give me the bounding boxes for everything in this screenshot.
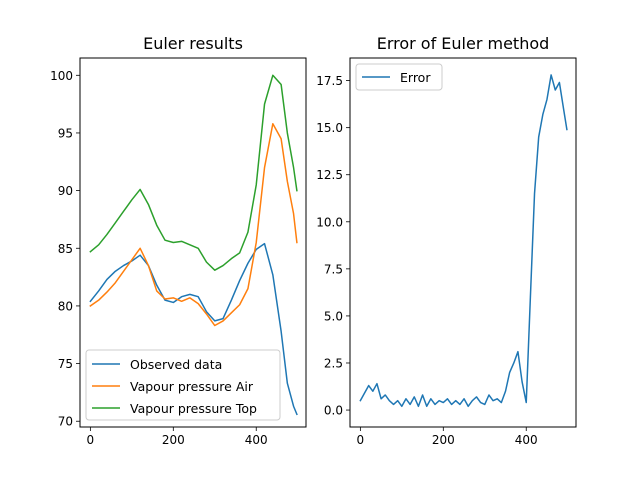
x-tick-label-1: 200: [432, 433, 455, 447]
axes-group: 0 200 400 0.0 2.5 5.0 7.5 10.0 12.5 15.0 17.5: [316, 74, 537, 447]
y-tick-label-4: 10.0: [316, 215, 343, 229]
x-tick-label-2: 400: [245, 433, 268, 447]
legend: Error: [355, 63, 443, 91]
y-tick-label-4: 90: [58, 184, 73, 198]
y-tick-label-0: 0.0: [324, 404, 343, 418]
y-tick-label-5: 12.5: [316, 168, 343, 182]
legend-label-error: Error: [400, 70, 431, 85]
plot-frame: [349, 57, 577, 428]
chart-title: Error of Euler method: [377, 34, 550, 53]
y-tick-label-3: 85: [58, 242, 73, 256]
y-tick-label-3: 7.5: [324, 262, 343, 276]
legend: Observed data Vapour pressure Air Vapour…: [85, 349, 281, 421]
plot-frame: [79, 57, 307, 428]
x-tick-label-2: 400: [515, 433, 538, 447]
series-group: [89, 74, 298, 416]
series-group: [359, 74, 568, 408]
y-tick-label-1: 2.5: [324, 356, 343, 370]
series-line-2: [89, 74, 298, 271]
series-line-1: [89, 122, 298, 327]
y-tick-label-7: 17.5: [316, 74, 343, 88]
x-tick-label-0: 0: [87, 433, 95, 447]
y-tick-label-5: 95: [58, 126, 73, 140]
y-tick-label-6: 15.0: [316, 121, 343, 135]
chart-title: Euler results: [143, 34, 243, 53]
legend-label-top: Vapour pressure Top: [130, 401, 257, 416]
axes-group: 0 200 400 70 75 80 85 90 95 100: [50, 69, 268, 447]
y-tick-label-1: 75: [58, 357, 73, 371]
legend-box: [85, 349, 281, 421]
legend-box: [355, 63, 443, 91]
series-line-0: [89, 242, 298, 416]
y-tick-label-0: 70: [58, 415, 73, 429]
series-line-0: [359, 74, 568, 408]
x-tick-label-0: 0: [357, 433, 365, 447]
y-tick-label-2: 5.0: [324, 309, 343, 323]
legend-label-observed: Observed data: [130, 357, 222, 372]
euler-error-chart: Error of Euler method 0 200 400 0.0 2.5 5.0 7.…: [316, 34, 577, 447]
legend-label-air: Vapour pressure Air: [130, 379, 254, 394]
y-tick-label-6: 100: [50, 69, 73, 83]
x-tick-label-1: 200: [162, 433, 185, 447]
y-tick-label-2: 80: [58, 299, 73, 313]
euler-results-chart: Euler results 0 200 400 70 75 80 85 90 95 100 Obs…: [50, 34, 307, 447]
